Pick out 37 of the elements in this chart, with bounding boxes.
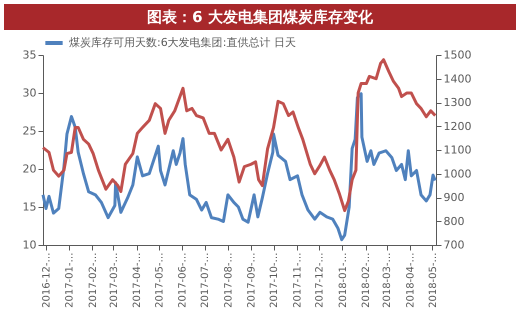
y-tick-label: 10 bbox=[22, 238, 36, 252]
x-tick-label: 2017-08-… bbox=[223, 252, 234, 308]
chart-title: 图表：6 大发电集团煤炭库存变化 bbox=[4, 4, 516, 30]
y-tick-label: 25 bbox=[22, 124, 36, 138]
y2-tick-label: 800 bbox=[444, 214, 464, 228]
y2-tick-label: 700 bbox=[444, 238, 464, 252]
legend-label: 煤炭库存可用天数:6大发电集团:直供总计 日天 bbox=[69, 36, 296, 49]
y2-tick-label: 1500 bbox=[444, 48, 472, 62]
line-series bbox=[42, 92, 437, 242]
y-tick-label: 20 bbox=[22, 162, 36, 176]
x-tick-label: 2017-04-… bbox=[132, 252, 144, 308]
x-tick-label: 2016-12-… bbox=[41, 252, 52, 308]
x-tick-label: 2017-12-… bbox=[314, 252, 326, 308]
x-tick-label: 2017-11-… bbox=[292, 252, 304, 308]
x-tick-label: 2017-09-… bbox=[246, 252, 258, 308]
x-tick-label: 2018-04-… bbox=[405, 252, 416, 308]
x-tick-label: 2018-02-… bbox=[361, 252, 372, 308]
x-tick-label: 2017-07-… bbox=[200, 252, 212, 308]
x-tick-label: 2017-05-… bbox=[154, 252, 166, 308]
x-tick-label: 2018-03-… bbox=[382, 252, 394, 308]
x-tick-label: 2018-05-… bbox=[428, 252, 439, 308]
y2-tick-label: 1000 bbox=[444, 167, 472, 180]
x-tick-label: 2018-01-… bbox=[338, 252, 349, 308]
y-tick-label: 35 bbox=[22, 48, 36, 62]
y2-tick-label: 1200 bbox=[444, 120, 472, 133]
y2-tick-label: 1300 bbox=[444, 96, 472, 109]
y2-tick-label: 900 bbox=[444, 191, 464, 204]
y-tick-label: 30 bbox=[22, 86, 36, 100]
x-tick-label: 2017-01-… bbox=[64, 252, 76, 308]
x-tick-label: 2017-03-… bbox=[108, 252, 120, 308]
x-tick-label: 2017-02-… bbox=[88, 252, 99, 308]
line-series bbox=[42, 58, 437, 212]
x-tick-label: 2017-10-… bbox=[269, 252, 280, 308]
y-tick-label: 15 bbox=[22, 200, 36, 214]
y2-tick-label: 1100 bbox=[444, 144, 472, 156]
x-tick-label: 2017-06-… bbox=[178, 252, 189, 308]
y2-tick-label: 1400 bbox=[444, 72, 472, 86]
